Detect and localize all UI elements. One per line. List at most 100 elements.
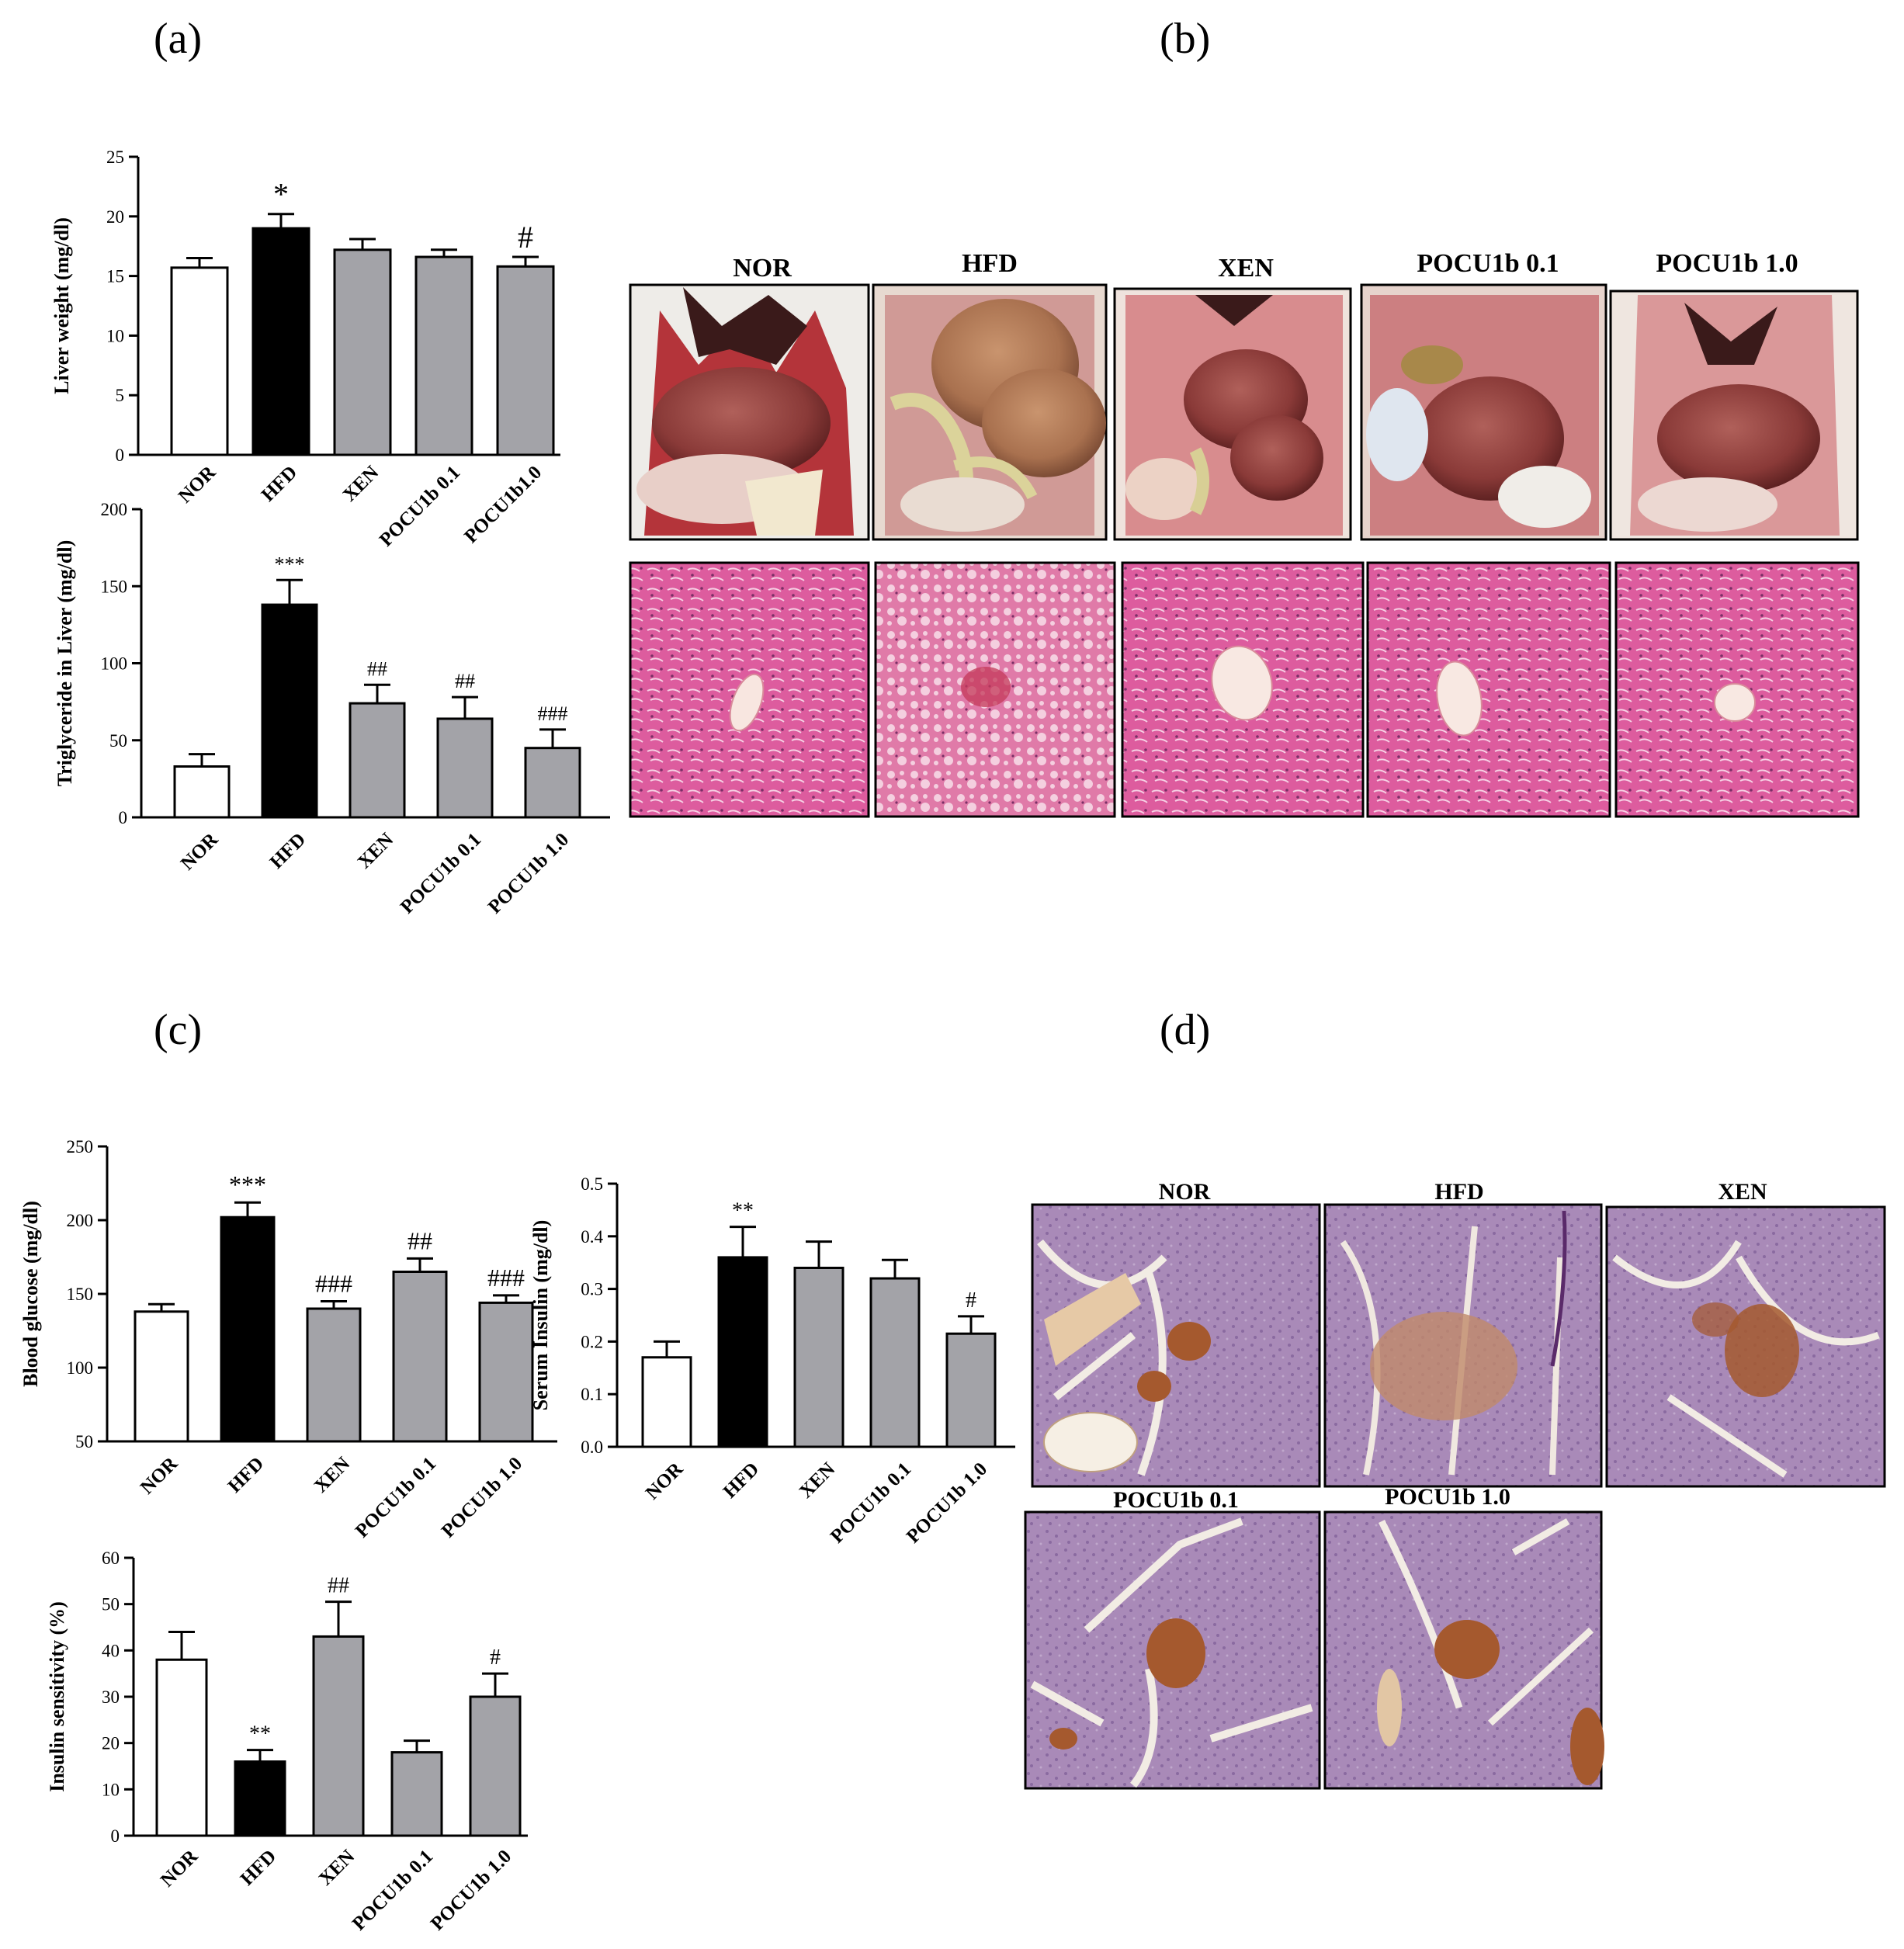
- bar-pocu1b1-0: [496, 265, 555, 456]
- bar-pocu1b-0-1: [392, 1271, 448, 1443]
- x-tick-label: POCU1b 0.1: [349, 1846, 437, 1934]
- significance-mark: **: [249, 1722, 271, 1746]
- y-tick-label: 150: [67, 1285, 94, 1304]
- x-tick-label: POCU1b 0.1: [376, 462, 464, 550]
- bar-pocu1b-1-0: [524, 747, 581, 819]
- bar-nor: [173, 765, 231, 819]
- y-tick-label: 30: [102, 1687, 120, 1707]
- y-tick-label: 0: [116, 446, 125, 465]
- x-tick-label: NOR: [175, 461, 220, 507]
- y-tick-label: 0.0: [581, 1437, 603, 1457]
- he-image-hfd: [874, 561, 1116, 818]
- liver-photo-hfd: [872, 283, 1108, 541]
- x-tick-label: POCU1b 0.1: [827, 1458, 915, 1547]
- y-tick-label: 200: [67, 1211, 94, 1230]
- y-axis-label: Serum Insulin (mg/dl): [529, 1220, 552, 1411]
- significance-mark: ##: [367, 657, 387, 680]
- significance-mark: ##: [328, 1574, 349, 1598]
- panel-label-c: (c): [154, 1006, 202, 1054]
- x-tick-label: HFD: [237, 1846, 280, 1889]
- ihc-label-hfd: HFD: [1434, 1179, 1483, 1205]
- bar-pocu1b-1-0: [945, 1332, 997, 1448]
- y-tick-label: 60: [102, 1548, 120, 1568]
- panel-label-b: (b): [1160, 15, 1210, 63]
- x-tick-label: NOR: [642, 1458, 688, 1503]
- significance-mark: ***: [275, 553, 305, 575]
- he-image-xen: [1121, 561, 1365, 818]
- y-tick-label: 0.4: [581, 1227, 603, 1247]
- bar-xen: [349, 702, 406, 819]
- liver-photo-pocu10: [1609, 290, 1859, 541]
- bar-hfd: [220, 1216, 276, 1443]
- bar-pocu1b-0-1: [869, 1277, 921, 1448]
- significance-mark: **: [732, 1199, 754, 1223]
- x-tick-label: POCU1b 1.0: [484, 829, 573, 917]
- bar-xen: [793, 1266, 844, 1448]
- photo-label-nor: NOR: [733, 254, 792, 283]
- bar-xen: [306, 1307, 362, 1443]
- significance-mark: ###: [487, 1264, 525, 1292]
- x-tick-label: XEN: [354, 829, 397, 872]
- ihc-image-pocu01: [1024, 1510, 1321, 1790]
- x-tick-label: POCU1b 0.1: [352, 1453, 440, 1542]
- y-tick-label: 100: [67, 1358, 94, 1378]
- y-tick-label: 10: [106, 326, 124, 345]
- liver-triglyceride-chart: 0 50 100 150 200 Triglyceride in Liver (mg/dl…: [54, 500, 610, 918]
- photo-label-pocu10: POCU1b 1.0: [1656, 249, 1798, 278]
- bar-pocu1b-0-1: [436, 717, 494, 819]
- blood-glucose-chart: 50 100 150 200 250 Blood glucose (mg/dl) NOR **…: [19, 1137, 557, 1542]
- x-tick-label: POCU1b 0.1: [397, 829, 485, 917]
- y-tick-label: 200: [101, 500, 128, 519]
- y-tick-label: 0: [119, 808, 128, 827]
- x-tick-label: XEN: [310, 1453, 354, 1496]
- bar-xen: [333, 248, 392, 456]
- significance-mark: *: [273, 177, 289, 212]
- photo-label-pocu01: POCU1b 0.1: [1417, 249, 1559, 278]
- y-tick-label: 0.2: [581, 1332, 603, 1351]
- significance-mark: #: [966, 1288, 976, 1313]
- y-axis-label: Triglyceride in Liver (mg/dl): [54, 540, 76, 786]
- ihc-label-pocu10: POCU1b 1.0: [1385, 1484, 1510, 1510]
- y-tick-label: 25: [106, 147, 124, 167]
- x-tick-label: POCU1b1.0: [460, 462, 546, 547]
- y-tick-label: 5: [116, 386, 125, 405]
- bar-pocu1b-1-0: [478, 1301, 534, 1443]
- he-image-nor: [629, 561, 870, 818]
- x-tick-label: XEN: [339, 462, 383, 505]
- ihc-image-hfd: [1323, 1203, 1603, 1488]
- bar-nor: [155, 1658, 208, 1837]
- x-tick-label: XEN: [796, 1458, 839, 1502]
- bar-pocu1b-0-1: [414, 255, 473, 456]
- photo-label-hfd: HFD: [962, 249, 1018, 278]
- significance-mark: #: [518, 220, 533, 255]
- x-tick-label: POCU1b 1.0: [427, 1846, 515, 1934]
- y-tick-label: 50: [75, 1432, 93, 1451]
- y-tick-label: 50: [102, 1595, 120, 1614]
- panel-label-a: (a): [154, 15, 202, 63]
- bar-nor: [134, 1310, 189, 1443]
- ihc-label-xen: XEN: [1718, 1179, 1767, 1205]
- ihc-label-nor: NOR: [1159, 1179, 1211, 1205]
- bar-hfd: [251, 227, 310, 456]
- x-tick-label: POCU1b 1.0: [438, 1453, 526, 1542]
- serum-insulin-chart: 0.0 0.1 0.2 0.3 0.4 0.5 Serum Insulin (mg/dl) N…: [529, 1174, 1015, 1548]
- x-tick-label: NOR: [177, 828, 223, 874]
- liver-weight-chart: 0 5 10 15 20 25 Liver weight (mg/dl) NOR * HFD XEN…: [50, 147, 560, 551]
- y-axis-label: Liver weight (mg/dl): [50, 217, 73, 394]
- y-tick-label: 0: [111, 1826, 120, 1846]
- x-tick-label: NOR: [157, 1845, 203, 1891]
- x-tick-label: HFD: [224, 1453, 268, 1496]
- y-tick-label: 150: [101, 577, 128, 596]
- bar-nor: [641, 1356, 692, 1448]
- significance-mark: ##: [408, 1226, 432, 1254]
- y-tick-label: 20: [102, 1734, 120, 1753]
- x-tick-label: POCU1b 1.0: [903, 1458, 991, 1547]
- y-tick-label: 10: [102, 1780, 120, 1799]
- y-axis-label: Blood glucose (mg/dl): [19, 1201, 42, 1387]
- x-tick-label: HFD: [258, 462, 301, 505]
- y-tick-label: 15: [106, 267, 124, 286]
- bar-hfd: [234, 1760, 286, 1837]
- liver-photo-nor: [629, 283, 870, 541]
- y-tick-label: 0.3: [581, 1280, 603, 1299]
